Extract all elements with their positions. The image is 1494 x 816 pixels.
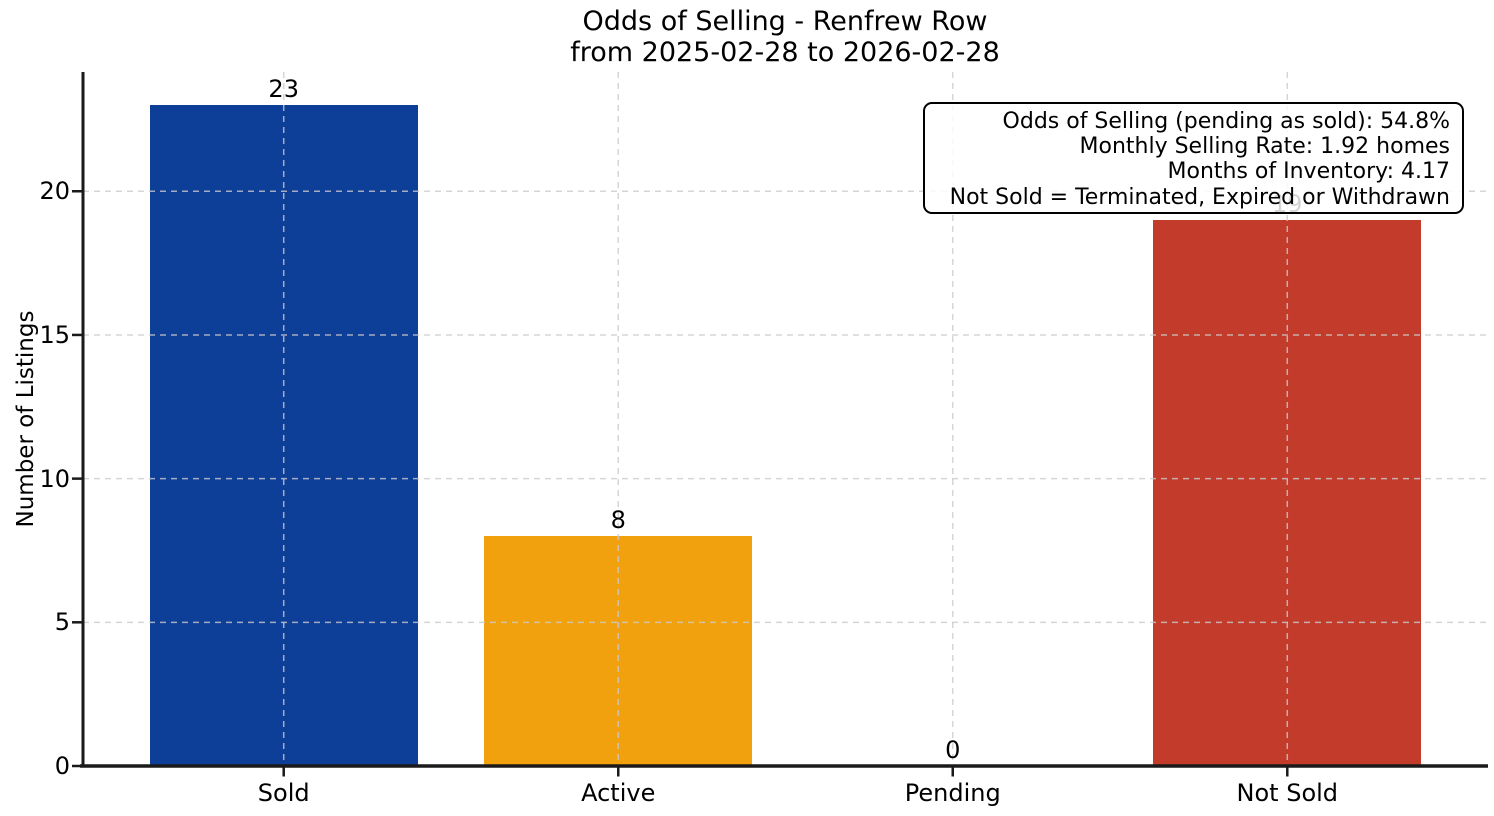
x-tick-label-pending: Pending	[904, 779, 1001, 807]
x-tick-label-active: Active	[581, 779, 656, 807]
chart-title: Odds of Selling - Renfrew Row from 2025-…	[82, 6, 1488, 68]
y-tick-label-0: 0	[54, 752, 70, 780]
bar-active	[484, 536, 753, 767]
chart-title-line1: Odds of Selling - Renfrew Row	[582, 6, 988, 37]
annotation-line-2: Monthly Selling Rate: 1.92 homes	[1079, 134, 1450, 160]
value-label-pending: 0	[945, 736, 961, 764]
y-tick-label-10: 10	[39, 464, 70, 493]
y-tick-label-15: 15	[39, 320, 70, 349]
annotation-box: Odds of Selling (pending as sold): 54.8%…	[923, 102, 1464, 214]
x-tick-label-not-sold: Not Sold	[1236, 779, 1339, 807]
chart-title-line2: from 2025-02-28 to 2026-02-28	[570, 37, 1000, 68]
annotation-line-4: Not Sold = Terminated, Expired or Withdr…	[949, 184, 1450, 210]
y-tick-label-5: 5	[54, 608, 70, 637]
value-label-sold: 23	[268, 75, 299, 104]
bar-not-sold	[1153, 219, 1422, 767]
annotation-line-1: Odds of Selling (pending as sold): 54.8%	[1002, 109, 1450, 134]
annotation-line-3: Months of Inventory: 4.17	[1167, 159, 1450, 185]
value-label-active: 8	[610, 506, 626, 535]
x-tick-label-sold: Sold	[257, 779, 310, 807]
bar-sold	[149, 105, 418, 767]
annotation-lines: Odds of Selling (pending as sold): 54.8%…	[937, 109, 1450, 210]
y-tick-label-20: 20	[39, 177, 70, 206]
